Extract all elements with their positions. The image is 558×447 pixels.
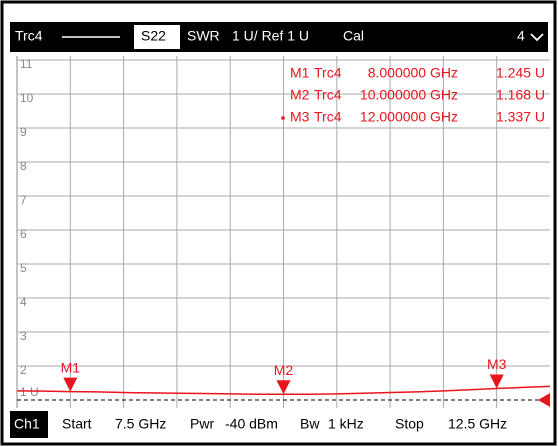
marker-label: M2 [274,362,294,378]
y-tick-label: 6 [20,227,27,241]
marker-table-name: M3 [290,109,310,125]
marker-table-x: 8.000000 GHz [368,65,458,81]
y-tick-label: 3 [20,329,27,343]
y-tick-label: 8 [20,159,27,173]
channel-box [10,411,48,438]
cal[interactable]: Cal [343,28,364,44]
y-tick-label: 10 [20,91,34,105]
marker-table-x: 10.000000 GHz [360,87,458,103]
marker-table-value: 1.245 U [496,65,545,81]
y-tick-label: 2 [20,363,27,377]
power-label: Pwr [190,416,214,432]
param[interactable]: S22 [141,28,166,44]
marker-label: M1 [61,359,81,375]
marker-table-value: 1.337 U [496,109,545,125]
marker-table-trace: Trc4 [314,65,342,81]
y-tick-label: 5 [20,261,27,275]
channel[interactable]: Ch1 [14,416,40,432]
marker-table-trace: Trc4 [314,87,342,103]
scale[interactable]: 1 U/ Ref 1 U [232,28,309,44]
marker-table-x: 12.000000 GHz [360,109,458,125]
y-tick-label: 11 [20,57,33,71]
format[interactable]: SWR [187,28,220,44]
y-tick-label: 1 U [20,385,39,399]
stop-label: Stop [395,416,424,432]
start-label: Start [62,416,92,432]
marker-table-trace: Trc4 [314,109,342,125]
param-box [134,25,180,49]
marker-triangle [276,380,291,395]
y-tick-label: 7 [20,193,27,207]
marker-triangle [63,377,78,392]
chevron[interactable] [530,33,544,42]
window-number[interactable]: 4 [517,28,525,44]
y-tick-label: 4 [20,295,27,309]
bw[interactable]: 1 kHz [328,416,364,432]
power[interactable]: -40 dBm [225,416,278,432]
y-tick-label: 9 [20,125,27,139]
bw-label: Bw [300,416,320,432]
active-marker-dot [281,116,285,120]
marker-triangle [489,374,504,389]
stop[interactable]: 12.5 GHz [448,416,507,432]
start[interactable]: 7.5 GHz [115,416,166,432]
trace-name[interactable]: Trc4 [15,28,43,44]
marker-label: M3 [487,356,507,372]
reference-indicator [538,393,550,407]
marker-table-value: 1.168 U [496,87,545,103]
marker-table-name: M2 [290,87,310,103]
marker-table-name: M1 [290,65,310,81]
